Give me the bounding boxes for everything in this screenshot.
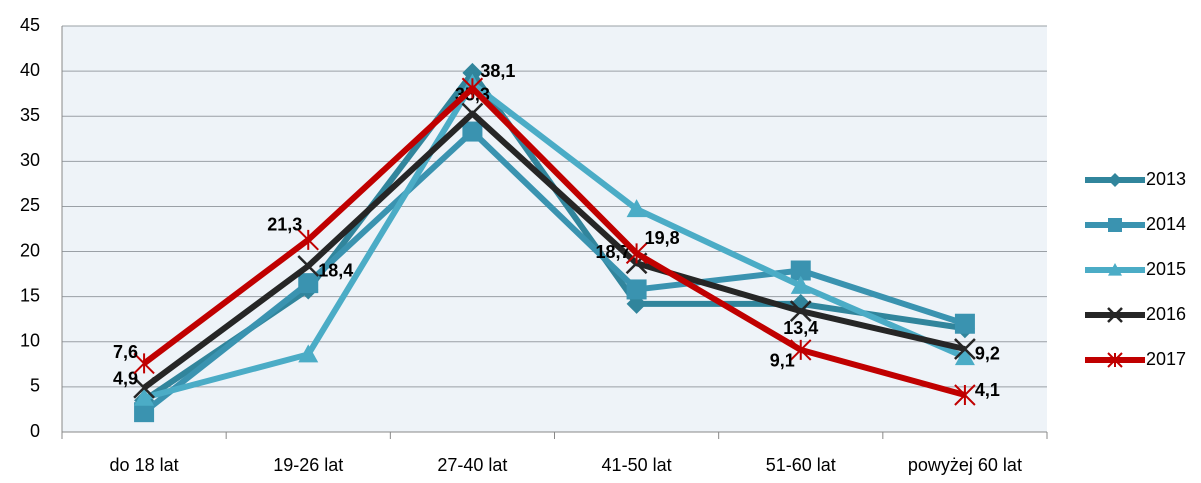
data-label: 18,7 <box>596 242 631 262</box>
plot-area <box>62 26 1047 432</box>
y-tick-label: 5 <box>30 376 40 396</box>
y-tick-label: 40 <box>20 60 40 80</box>
marker <box>461 77 484 99</box>
marker <box>790 339 812 361</box>
x-tick-label: 41-50 lat <box>602 455 672 475</box>
legend-label: 2016 <box>1146 304 1186 324</box>
marker <box>954 347 975 366</box>
y-tick-label: 45 <box>20 15 40 35</box>
y-tick-label: 25 <box>20 195 40 215</box>
data-label: 4,1 <box>975 380 1000 400</box>
marker <box>298 344 319 363</box>
data-label: 7,6 <box>113 342 138 362</box>
marker <box>462 121 483 142</box>
marker <box>462 62 483 83</box>
y-tick-label: 0 <box>30 421 40 441</box>
series: 7,6 21,3 38,1 19,8 9,1 4,1 <box>113 61 1000 406</box>
marker <box>298 273 319 294</box>
x-tick-label: powyżej 60 lat <box>908 455 1022 475</box>
series <box>134 73 975 406</box>
marker <box>134 402 155 423</box>
data-label: 18,4 <box>318 261 353 281</box>
x-tick-label: 51-60 lat <box>766 455 836 475</box>
series-line <box>142 110 966 391</box>
marker <box>461 102 484 125</box>
data-label: 9,2 <box>975 344 1000 364</box>
y-tick-label: 15 <box>20 285 40 305</box>
data-label: 21,3 <box>267 215 302 235</box>
x-tick-label: do 18 lat <box>110 455 179 475</box>
legend-item: 2014 <box>1085 214 1186 234</box>
marker <box>954 313 975 334</box>
marker <box>790 275 811 294</box>
data-label: 4,9 <box>113 369 138 389</box>
marker <box>1108 173 1122 187</box>
y-tick-label: 10 <box>20 331 40 351</box>
x-tick-label: 19-26 lat <box>273 455 343 475</box>
x-tick-label: 27-40 lat <box>437 455 507 475</box>
marker <box>790 260 811 281</box>
marker <box>297 255 320 277</box>
y-tick-label: 30 <box>20 150 40 170</box>
legend-label: 2017 <box>1146 349 1186 369</box>
marker <box>1107 352 1123 368</box>
data-label: 9,1 <box>770 351 795 371</box>
marker <box>625 242 648 265</box>
marker <box>297 229 319 251</box>
legend-label: 2015 <box>1146 259 1186 279</box>
marker <box>133 376 155 399</box>
data-label: 19,8 <box>645 228 680 248</box>
marker <box>789 300 812 322</box>
data-label: 13,4 <box>783 318 818 338</box>
data-label: 38,1 <box>480 61 515 81</box>
legend-item: 2017 <box>1085 349 1186 369</box>
y-tick-label: 20 <box>20 240 40 260</box>
series-line <box>142 128 966 415</box>
y-tick-label: 35 <box>20 105 40 125</box>
series-line <box>143 80 967 401</box>
marker <box>954 338 976 360</box>
legend-label: 2014 <box>1146 214 1186 234</box>
marker <box>626 199 647 218</box>
marker <box>134 387 155 406</box>
marker <box>1108 218 1122 232</box>
marker <box>133 352 155 375</box>
legend-label: 2013 <box>1146 169 1186 189</box>
marker <box>1108 263 1122 276</box>
marker <box>954 384 976 406</box>
legend-item: 2016 <box>1085 304 1186 324</box>
legend-item: 2015 <box>1085 259 1186 279</box>
series: 4,918,435,318,713,49,2 <box>113 84 1000 399</box>
series <box>134 121 975 423</box>
series-line <box>142 85 966 398</box>
marker <box>626 279 647 300</box>
marker <box>1107 307 1123 323</box>
legend-item: 2013 <box>1085 169 1186 189</box>
